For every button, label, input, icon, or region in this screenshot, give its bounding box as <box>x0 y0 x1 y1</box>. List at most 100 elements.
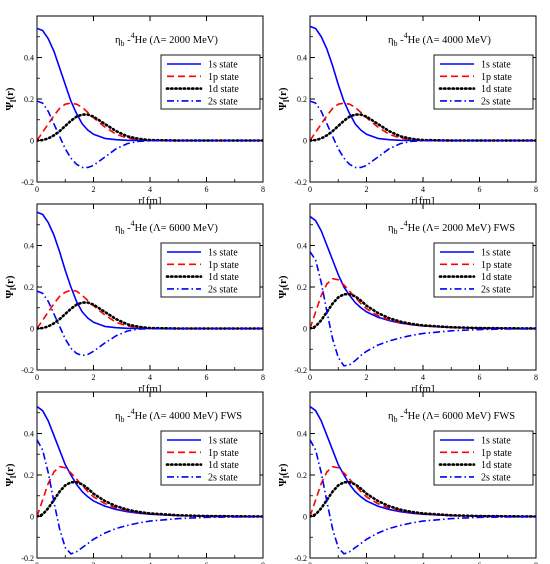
y-tick-label: 0 <box>30 137 34 146</box>
legend-label: 1d state <box>481 84 512 95</box>
x-tick-label: 6 <box>478 185 482 194</box>
chart-panel: 0 2 4 6 8-0.200.20.4r[fm]Ψl(r)ηb -4He (Λ= 20… <box>277 203 538 395</box>
chart-title: ηb -4He (Λ= 2000 MeV) <box>115 31 218 48</box>
legend-label: 1s state <box>208 436 238 447</box>
title-hyphen: - <box>125 411 132 422</box>
series-line-1d-state <box>310 113 536 142</box>
y-axis-label-subscript: l <box>282 99 291 102</box>
legend-label: 1p state <box>208 72 239 83</box>
chart-title: ηb -4He (Λ= 4000 MeV) <box>388 31 491 48</box>
title-text: He (Λ= 6000 MeV) FWS <box>408 411 516 422</box>
y-axis-label: Ψl(r) <box>277 87 291 110</box>
title-superscript: 4 <box>404 219 408 228</box>
title-subscript: b <box>394 415 398 424</box>
title-superscript: 4 <box>131 219 135 228</box>
x-tick-label: 8 <box>261 373 265 382</box>
y-axis-label-subscript: l <box>9 99 18 102</box>
y-axis-label-symbol: Ψ <box>277 478 289 487</box>
y-tick-label: 0 <box>303 325 307 334</box>
y-axis-label-symbol: Ψ <box>4 102 16 111</box>
chart-panel: 0 2 4 6 8-0.200.20.4r[fm]Ψl(r)ηb -4He (Λ= 20… <box>4 15 265 207</box>
y-tick-label: 0.2 <box>24 95 34 104</box>
y-axis-label-argument: (r) <box>277 463 289 476</box>
x-tick-label: 8 <box>261 185 265 194</box>
y-tick-label: 0.4 <box>24 54 34 63</box>
title-symbol: η <box>115 35 121 46</box>
y-axis-label-argument: (r) <box>277 87 289 100</box>
y-tick-label: 0.4 <box>24 430 34 439</box>
legend-label: 1s state <box>208 248 238 259</box>
title-subscript: b <box>121 227 125 236</box>
series-line-2s-state <box>310 100 536 169</box>
title-hyphen: - <box>398 411 405 422</box>
x-tick-label: 4 <box>421 561 425 564</box>
x-tick-label: 2 <box>92 373 96 382</box>
x-tick-label: 6 <box>478 373 482 382</box>
title-subscript: b <box>394 227 398 236</box>
title-subscript: b <box>121 39 125 48</box>
series-line-1d-state <box>37 113 263 142</box>
x-tick-label: 2 <box>365 561 369 564</box>
title-symbol: η <box>115 223 121 234</box>
x-tick-label: 2 <box>92 185 96 194</box>
y-axis-label-symbol: Ψ <box>4 290 16 299</box>
y-axis-label: Ψl(r) <box>277 275 291 298</box>
x-tick-label: 4 <box>148 561 152 564</box>
legend-label: 1s state <box>481 60 511 71</box>
legend-label: 1s state <box>481 436 511 447</box>
y-axis-label-subscript: l <box>9 475 18 478</box>
legend-label: 1d state <box>208 84 239 95</box>
x-tick-label: 8 <box>534 561 538 564</box>
title-hyphen: - <box>398 223 405 234</box>
title-superscript: 4 <box>131 31 135 40</box>
legend-label: 1d state <box>481 272 512 283</box>
y-tick-label: 0.4 <box>297 430 307 439</box>
title-text: He (Λ= 6000 MeV) <box>135 223 219 234</box>
title-superscript: 4 <box>404 407 408 416</box>
chart-title: ηb -4He (Λ= 4000 MeV) FWS <box>115 407 242 424</box>
y-tick-label: 0.2 <box>24 471 34 480</box>
x-tick-label: 0 <box>308 561 312 564</box>
title-hyphen: - <box>398 35 405 46</box>
y-tick-label: -0.2 <box>21 366 34 375</box>
title-text: He (Λ= 4000 MeV) <box>408 35 492 46</box>
legend-label: 2s state <box>208 284 238 295</box>
legend-label: 1p state <box>208 448 239 459</box>
y-axis-label: Ψl(r) <box>277 463 291 486</box>
x-tick-label: 2 <box>365 185 369 194</box>
title-symbol: η <box>115 411 121 422</box>
y-tick-label: 0.2 <box>297 471 307 480</box>
legend-label: 1p state <box>208 260 239 271</box>
series-line-1p-state <box>310 465 536 518</box>
x-tick-label: 0 <box>35 185 39 194</box>
y-tick-label: 0.4 <box>297 242 307 251</box>
title-text: He (Λ= 2000 MeV) <box>135 35 219 46</box>
series-line-2s-state <box>37 100 263 169</box>
title-symbol: η <box>388 411 394 422</box>
legend-label: 1p state <box>481 260 512 271</box>
series-line-1p-state <box>37 465 263 518</box>
legend-label: 2s state <box>208 472 238 483</box>
series-line-1d-state <box>310 292 536 330</box>
title-text: He (Λ= 4000 MeV) FWS <box>135 411 243 422</box>
y-tick-label: 0.4 <box>297 54 307 63</box>
y-tick-label: -0.2 <box>294 554 307 563</box>
y-axis-label: Ψl(r) <box>4 87 18 110</box>
y-axis-label-argument: (r) <box>4 87 16 100</box>
title-symbol: η <box>388 223 394 234</box>
x-tick-label: 8 <box>534 185 538 194</box>
title-symbol: η <box>388 35 394 46</box>
chart-title: ηb -4He (Λ= 6000 MeV) <box>115 219 218 236</box>
series-line-2s-state <box>37 290 263 357</box>
x-tick-label: 2 <box>92 561 96 564</box>
legend-label: 1d state <box>208 460 239 471</box>
x-tick-label: 6 <box>205 561 209 564</box>
legend-label: 1s state <box>208 60 238 71</box>
